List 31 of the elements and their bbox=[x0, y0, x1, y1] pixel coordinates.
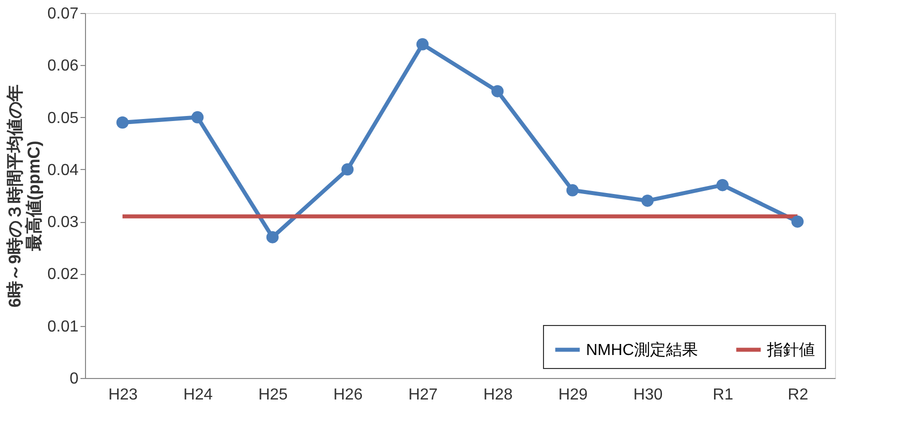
x-tick-label: H28 bbox=[483, 386, 513, 404]
x-tick-label: H24 bbox=[183, 386, 213, 404]
point bbox=[116, 116, 129, 129]
y-tick-label: 0.02 bbox=[47, 266, 79, 284]
x-tick-label: R2 bbox=[788, 386, 808, 404]
point bbox=[341, 163, 354, 176]
x-tick-label: R1 bbox=[712, 386, 734, 404]
y-tick-label: 0.03 bbox=[47, 214, 79, 232]
point bbox=[716, 178, 729, 192]
y-axis-title: 6時～9時の３時間平均値の年最高値(ppmC) bbox=[5, 84, 44, 308]
point bbox=[191, 111, 204, 124]
x-tick-label: H23 bbox=[108, 386, 138, 404]
x-tick-label: H30 bbox=[633, 386, 663, 404]
y-tick-label: 0.04 bbox=[47, 162, 79, 179]
point bbox=[266, 231, 279, 244]
point bbox=[791, 215, 804, 228]
y-tick-label: 0.07 bbox=[47, 6, 79, 22]
point bbox=[566, 184, 579, 196]
x-tick-label: H25 bbox=[258, 386, 288, 404]
legend-label: NMHC測定結果 bbox=[586, 340, 698, 359]
point bbox=[641, 194, 654, 207]
x-tick-label: H26 bbox=[333, 386, 363, 404]
y-tick-label: 0.01 bbox=[47, 318, 79, 336]
y-tick-label: 0.05 bbox=[47, 110, 79, 127]
legend-label: 指針値 bbox=[766, 340, 815, 359]
point bbox=[416, 38, 429, 50]
x-tick-label: H27 bbox=[408, 386, 438, 404]
y-tick-label: 0 bbox=[70, 370, 79, 388]
point bbox=[491, 85, 504, 98]
y-tick-label: 0.06 bbox=[47, 58, 79, 75]
x-tick-label: H29 bbox=[558, 386, 588, 404]
